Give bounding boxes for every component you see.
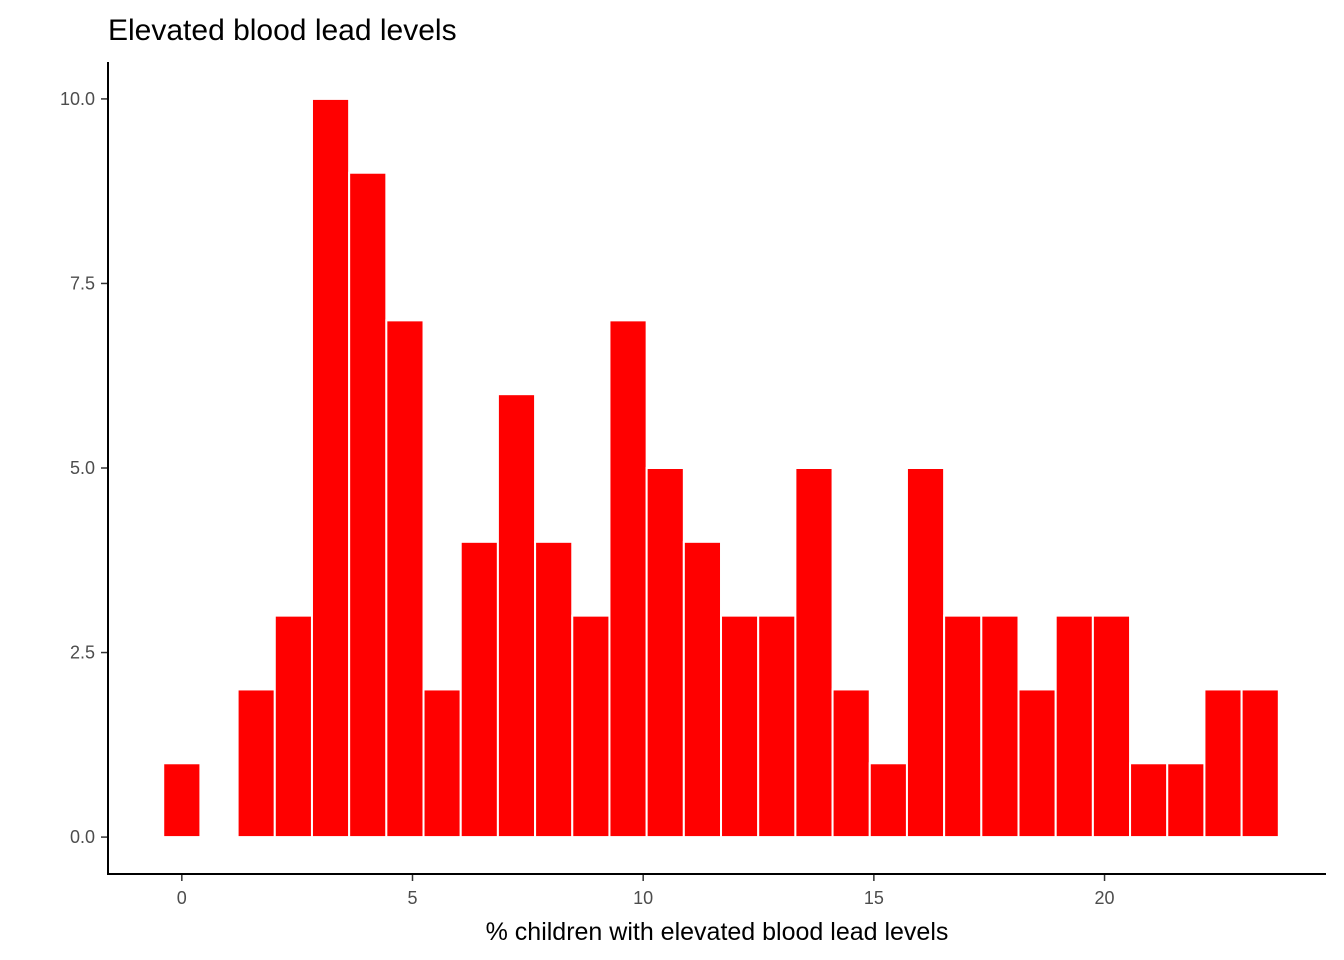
bar [534, 540, 574, 839]
y-tick-label: 10.0 [60, 89, 95, 109]
bar [608, 319, 648, 839]
bar [794, 467, 834, 839]
x-tick-label: 5 [407, 888, 417, 908]
bar [496, 393, 537, 839]
bar [459, 540, 499, 839]
bar [1166, 762, 1206, 839]
x-axis-label: % children with elevated blood lead leve… [486, 918, 949, 946]
bar [905, 467, 946, 839]
x-tick-label: 20 [1095, 888, 1115, 908]
bar [1240, 688, 1280, 839]
y-tick-label: 0.0 [70, 827, 95, 847]
chart-title: Elevated blood lead levels [108, 14, 457, 47]
bar [831, 688, 871, 839]
bar [236, 688, 276, 839]
y-tick-label: 2.5 [70, 643, 95, 663]
x-tick-label: 0 [177, 888, 187, 908]
x-tick-label: 10 [633, 888, 653, 908]
bar [273, 614, 313, 839]
y-tick-label: 5.0 [70, 458, 95, 478]
bar [1054, 614, 1094, 839]
x-axis-ticks: 0 5 10 15 20 [177, 874, 1115, 908]
bar [1091, 614, 1132, 839]
bar [682, 540, 723, 839]
bar [943, 614, 983, 839]
bar [162, 762, 202, 839]
bar [720, 614, 760, 839]
bar [868, 762, 908, 839]
y-axis-ticks: 0.0 2.5 5.0 7.5 10.0 [60, 89, 108, 847]
bar [1203, 688, 1243, 839]
bar [348, 171, 388, 839]
bar [1017, 688, 1057, 839]
bars-group [162, 97, 1280, 839]
bar [310, 97, 351, 839]
bar [385, 319, 425, 839]
bar [1129, 762, 1169, 839]
bar [571, 614, 611, 839]
bar [422, 688, 462, 839]
x-tick-label: 15 [864, 888, 884, 908]
bar [757, 614, 797, 839]
y-tick-label: 7.5 [70, 273, 95, 293]
bar [645, 467, 685, 839]
bar [980, 614, 1020, 839]
